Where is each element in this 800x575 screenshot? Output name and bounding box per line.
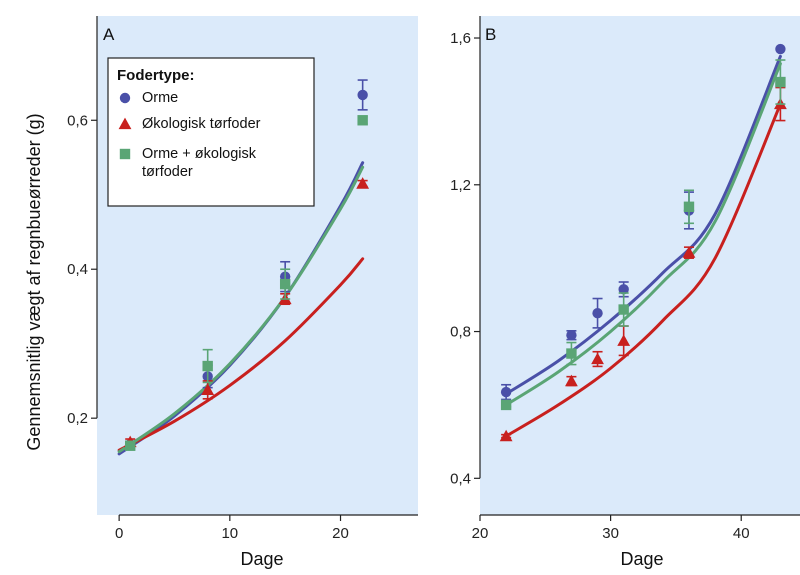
panel-a-fit-curve	[117, 257, 365, 452]
panel-a-y-tick-label: 0,6	[67, 112, 88, 129]
panel-b-data-point	[500, 386, 512, 398]
panel-a-data-point	[201, 383, 215, 395]
legend: Fodertype: Orme Økologisk tørfoder Orme + …	[107, 57, 315, 207]
legend-marker	[118, 117, 132, 130]
legend-title: Fodertype:	[117, 67, 195, 84]
panel-b-x-ticks: 20 30 40	[472, 515, 750, 542]
panel-a: 0 10 20 0,2 0,4 0,6 A Dage Gennemsnitlig væg…	[24, 16, 418, 569]
panel-a-y-tick-label: 0,4	[67, 261, 88, 278]
panel-b-x-tick-label: 40	[733, 525, 750, 542]
panel-b-data-point	[566, 330, 577, 341]
panel-a-data-point	[279, 278, 291, 290]
panel-a-fit-curve	[117, 165, 365, 454]
panel-b-y-tick-label: 0,4	[450, 470, 471, 487]
panel-a-label: A	[103, 25, 115, 44]
legend-marker	[119, 92, 131, 104]
panel-a-y-axis-title: Gennemsnitlig vægt af regnbueørreder (g)	[24, 113, 44, 450]
panel-a-x-axis-title: Dage	[240, 549, 283, 569]
panel-a-data-points	[123, 79, 370, 451]
panel-b-fit-curve	[504, 102, 782, 438]
panel-b-data-point	[592, 307, 603, 319]
panel-b-fit-curve	[504, 54, 782, 396]
panel-a-x-tick-label: 10	[221, 525, 238, 542]
panel-b-x-tick-label: 20	[472, 525, 489, 542]
panel-b-y-tick-label: 0,8	[450, 324, 471, 341]
panel-a-data-point	[125, 440, 136, 451]
legend-box	[107, 57, 315, 207]
panel-a-data-point	[357, 89, 368, 101]
panel-b-label: B	[485, 25, 496, 44]
panel-b-data-point	[617, 334, 631, 346]
panel-b: 20 30 40 0,4 0,8 1,2 1,6 B Dage	[450, 16, 800, 569]
panel-b-data-point	[618, 304, 629, 315]
panel-b-data-point	[591, 352, 604, 365]
panel-b-y-tick-label: 1,6	[450, 30, 471, 47]
panel-b-fit-curves	[504, 54, 782, 438]
panel-b-data-point	[566, 348, 577, 359]
panel-a-data-point	[202, 360, 213, 372]
panel-b-data-point	[565, 374, 578, 387]
panel-b-background	[480, 16, 800, 515]
panel-b-fit-curve	[504, 62, 782, 407]
legend-item-label: tørfoder	[142, 164, 193, 180]
panel-b-y-ticks: 0,4 0,8 1,2 1,6	[450, 30, 480, 487]
panel-b-x-axis-title: Dage	[620, 549, 663, 569]
legend-item-label: Orme + økologisk	[142, 146, 257, 162]
panel-a-y-tick-label: 0,2	[67, 410, 88, 427]
panel-b-data-points	[499, 43, 787, 442]
legend-item-label: Orme	[142, 90, 178, 106]
panel-b-data-point	[775, 76, 786, 88]
panel-a-data-point	[356, 177, 370, 189]
legend-marker	[119, 148, 131, 160]
panel-b-x-tick-label: 30	[602, 525, 619, 542]
panel-a-x-tick-label: 20	[332, 525, 349, 542]
panel-b-data-point	[683, 201, 695, 212]
panel-b-data-point	[499, 429, 513, 442]
panel-a-data-point	[357, 115, 368, 126]
panel-b-data-point	[775, 43, 786, 55]
panel-b-data-point	[618, 284, 629, 295]
panel-a-y-ticks: 0,2 0,4 0,6	[67, 112, 97, 427]
panel-a-fit-curves	[117, 161, 365, 456]
panel-b-y-tick-label: 1,2	[450, 177, 471, 194]
panel-b-data-point	[682, 246, 696, 258]
panel-a-x-tick-label: 0	[115, 525, 123, 542]
panel-b-data-point	[500, 399, 512, 411]
legend-item-label: Økologisk tørfoder	[142, 116, 261, 132]
panel-a-x-ticks: 0 10 20	[115, 515, 349, 542]
legend-items: Orme Økologisk tørfoder Orme + økologisk tø…	[118, 90, 261, 180]
